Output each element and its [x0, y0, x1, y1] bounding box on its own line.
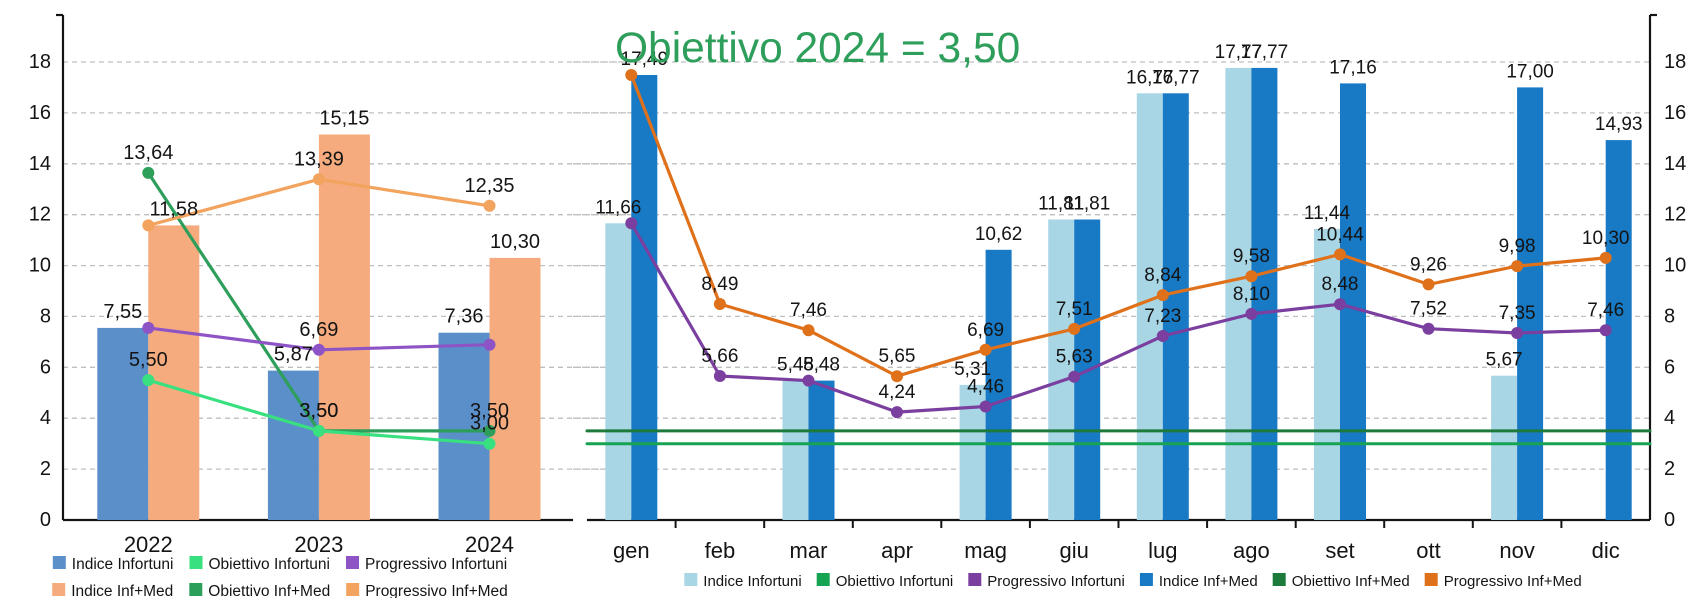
svg-text:7,35: 7,35: [1499, 303, 1536, 324]
svg-text:5,63: 5,63: [1056, 347, 1093, 368]
svg-text:2022: 2022: [124, 532, 173, 557]
svg-text:feb: feb: [705, 538, 736, 563]
svg-text:4: 4: [1664, 407, 1675, 429]
svg-text:18: 18: [29, 51, 51, 73]
svg-text:Indice Infortuni: Indice Infortuni: [72, 556, 174, 573]
svg-text:Obiettivo Infortuni: Obiettivo Infortuni: [209, 556, 330, 573]
svg-text:7,52: 7,52: [1410, 299, 1447, 320]
svg-text:10: 10: [1664, 255, 1686, 277]
svg-text:15,15: 15,15: [319, 108, 369, 130]
svg-text:14: 14: [29, 153, 51, 175]
svg-text:6: 6: [40, 356, 51, 378]
svg-text:3,50: 3,50: [299, 400, 338, 422]
svg-text:14: 14: [1664, 153, 1686, 175]
svg-text:10: 10: [29, 255, 51, 277]
svg-text:11,81: 11,81: [1064, 194, 1110, 215]
svg-text:dic: dic: [1592, 538, 1620, 563]
svg-text:7,23: 7,23: [1144, 306, 1181, 327]
svg-text:12,35: 12,35: [464, 175, 514, 197]
svg-text:8,49: 8,49: [701, 274, 738, 295]
svg-text:set: set: [1325, 538, 1354, 563]
svg-text:Indice Infortuni: Indice Infortuni: [703, 573, 801, 590]
svg-text:6,69: 6,69: [967, 320, 1004, 341]
svg-text:Obiettivo Inf+Med: Obiettivo Inf+Med: [208, 583, 330, 598]
svg-text:16: 16: [29, 102, 51, 124]
svg-text:0: 0: [40, 509, 51, 531]
svg-text:17,00: 17,00: [1506, 61, 1554, 82]
svg-text:Indice Inf+Med: Indice Inf+Med: [1159, 573, 1258, 590]
svg-text:14,93: 14,93: [1595, 114, 1643, 135]
svg-text:18: 18: [1664, 51, 1686, 73]
svg-text:9,26: 9,26: [1410, 254, 1447, 275]
svg-text:7,46: 7,46: [1587, 300, 1624, 321]
svg-text:7,46: 7,46: [790, 300, 827, 321]
svg-text:4: 4: [40, 407, 51, 429]
svg-text:4,46: 4,46: [967, 377, 1004, 398]
svg-text:ott: ott: [1416, 538, 1440, 563]
svg-text:5,66: 5,66: [701, 346, 738, 367]
svg-text:ago: ago: [1233, 538, 1270, 563]
svg-text:5,48: 5,48: [803, 355, 840, 376]
svg-text:13,39: 13,39: [294, 148, 344, 170]
svg-text:Progressivo Infortuni: Progressivo Infortuni: [987, 573, 1125, 590]
svg-text:0: 0: [1664, 509, 1675, 531]
svg-text:Obiettivo Inf+Med: Obiettivo Inf+Med: [1292, 573, 1410, 590]
svg-text:9,98: 9,98: [1499, 236, 1536, 257]
svg-text:5,87: 5,87: [274, 344, 313, 366]
svg-text:11,66: 11,66: [595, 197, 641, 218]
svg-text:11,44: 11,44: [1304, 203, 1351, 224]
svg-text:Obiettivo Infortuni: Obiettivo Infortuni: [836, 573, 954, 590]
svg-text:2024: 2024: [465, 532, 514, 557]
svg-text:9,58: 9,58: [1233, 246, 1270, 267]
svg-text:giu: giu: [1060, 538, 1089, 563]
svg-text:mag: mag: [964, 538, 1007, 563]
svg-text:10,30: 10,30: [1582, 228, 1630, 249]
svg-text:11,58: 11,58: [150, 198, 199, 220]
svg-text:2: 2: [1664, 458, 1675, 480]
svg-text:13,64: 13,64: [123, 142, 173, 164]
svg-text:6,69: 6,69: [299, 319, 338, 341]
svg-text:lug: lug: [1148, 538, 1177, 563]
svg-text:8,84: 8,84: [1144, 265, 1181, 286]
svg-text:8,10: 8,10: [1233, 284, 1270, 305]
svg-text:7,51: 7,51: [1056, 299, 1093, 320]
svg-text:2: 2: [40, 458, 51, 480]
svg-text:10,30: 10,30: [490, 231, 540, 253]
svg-text:7,36: 7,36: [445, 306, 484, 328]
svg-text:10,62: 10,62: [975, 224, 1023, 245]
svg-text:5,50: 5,50: [129, 349, 168, 371]
svg-text:Obiettivo 2024 = 3,50: Obiettivo 2024 = 3,50: [615, 25, 1020, 72]
svg-text:nov: nov: [1499, 538, 1534, 563]
svg-text:Progressivo Inf+Med: Progressivo Inf+Med: [365, 583, 508, 598]
svg-text:12: 12: [1664, 204, 1686, 226]
svg-text:8,48: 8,48: [1322, 274, 1359, 295]
svg-text:17,16: 17,16: [1329, 57, 1377, 78]
svg-text:2023: 2023: [294, 532, 343, 557]
svg-text:7,55: 7,55: [103, 301, 142, 323]
svg-text:5,65: 5,65: [879, 346, 916, 367]
svg-text:Progressivo Inf+Med: Progressivo Inf+Med: [1444, 573, 1582, 590]
svg-text:8: 8: [40, 305, 51, 327]
svg-text:gen: gen: [613, 538, 650, 563]
svg-text:6: 6: [1664, 356, 1675, 378]
svg-text:4,24: 4,24: [879, 382, 916, 403]
svg-text:Progressivo Infortuni: Progressivo Infortuni: [365, 556, 507, 573]
svg-text:16: 16: [1664, 102, 1686, 124]
svg-text:10,44: 10,44: [1316, 224, 1364, 245]
svg-text:mar: mar: [790, 538, 828, 563]
svg-text:8: 8: [1664, 305, 1675, 327]
svg-text:apr: apr: [881, 538, 913, 563]
svg-text:17,77: 17,77: [1241, 42, 1289, 63]
svg-text:Indice Inf+Med: Indice Inf+Med: [71, 583, 173, 598]
svg-text:16,77: 16,77: [1152, 67, 1200, 88]
svg-text:3,50: 3,50: [470, 400, 509, 422]
svg-text:5,67: 5,67: [1486, 350, 1523, 371]
svg-text:12: 12: [29, 204, 51, 226]
